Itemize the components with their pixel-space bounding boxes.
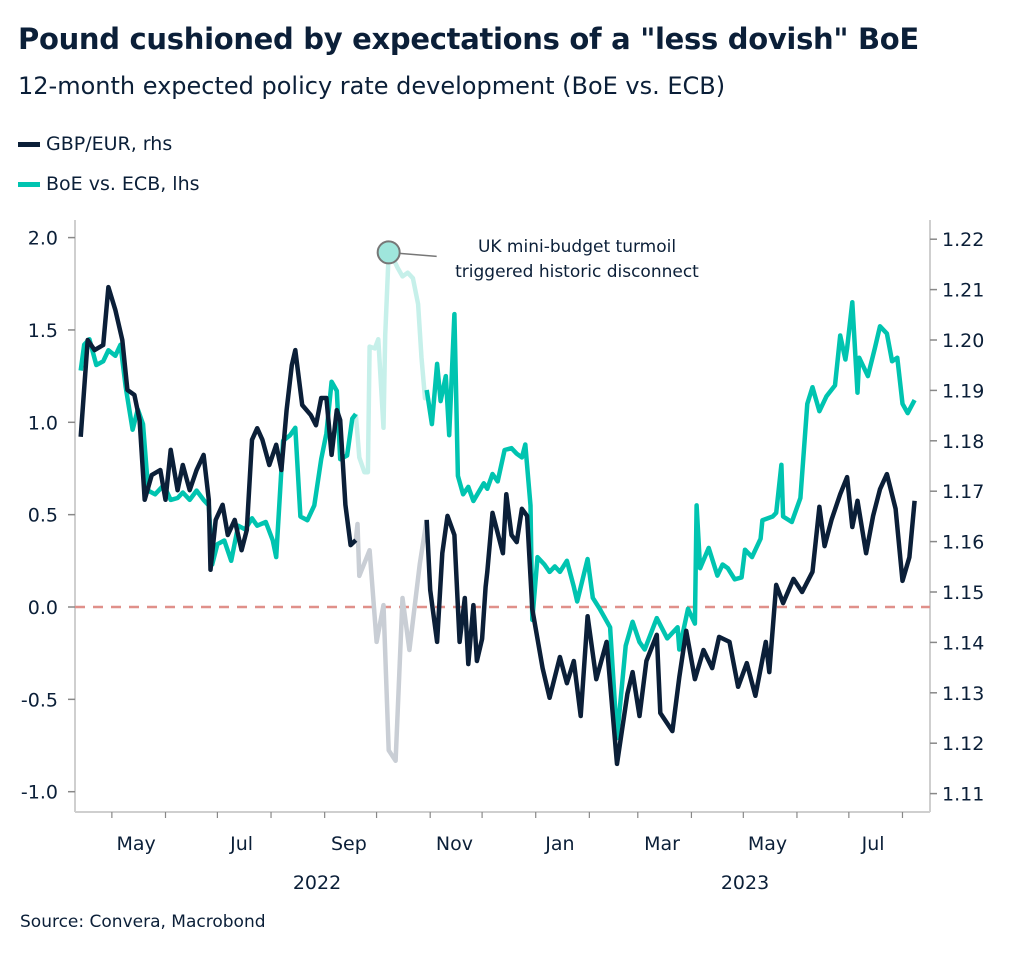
right-tick-label: 1.18 [942, 431, 984, 453]
left-tick-label: 0.5 [28, 505, 58, 527]
right-tick-label: 1.21 [942, 280, 984, 302]
series-line-gbp-eur-after [424, 471, 917, 767]
chart-title: Pound cushioned by expectations of a "le… [18, 22, 919, 56]
x-tick-label: May [748, 833, 787, 855]
annotation-text-line1: UK mini-budget turmoil [478, 237, 676, 257]
x-tick-label: May [116, 833, 155, 855]
series-line-gbp-eur-faded [353, 519, 429, 764]
right-tick-label: 1.19 [942, 380, 984, 402]
left-tick-label: 1.5 [28, 320, 58, 342]
year-label: 2023 [721, 872, 769, 894]
right-tick-label: 1.15 [942, 582, 984, 604]
x-tick-label: Jan [544, 833, 574, 855]
series-line-boe-ecb-after [424, 299, 917, 741]
year-label: 2022 [293, 872, 341, 894]
x-tick-label: Jul [229, 833, 253, 855]
left-tick-label: 1.0 [28, 412, 58, 434]
x-tick-label: Nov [436, 833, 473, 855]
chart-subtitle: 12-month expected policy rate developmen… [18, 72, 726, 100]
left-tick-label: -1.0 [21, 782, 58, 804]
source-note: Source: Convera, Macrobond [20, 912, 266, 932]
legend-label-gbp-eur: GBP/EUR, rhs [46, 133, 173, 155]
right-tick-label: 1.17 [942, 481, 984, 503]
right-tick-label: 1.16 [942, 532, 984, 554]
x-tick-label: Mar [644, 833, 680, 855]
annotation-marker [376, 240, 401, 265]
legend-item-gbp-eur: GBP/EUR, rhs [18, 133, 172, 155]
left-tick-label: 2.0 [28, 228, 58, 250]
legend-swatch-boe-ecb [18, 181, 40, 187]
series-line-boe-ecb-before [78, 336, 358, 567]
left-tick-label: -0.5 [21, 689, 58, 711]
right-tick-label: 1.13 [942, 683, 984, 705]
right-tick-label: 1.22 [942, 229, 984, 251]
x-tick-label: Jul [861, 833, 885, 855]
legend-swatch-gbp-eur [18, 141, 40, 147]
annotation-text-line2: triggered historic disconnect [455, 262, 699, 282]
annotation-leader-line [399, 252, 437, 258]
right-tick-label: 1.14 [942, 632, 984, 654]
legend-label-boe-ecb: BoE vs. ECB, lhs [46, 173, 200, 195]
series-line-boe-ecb-faded [353, 250, 429, 475]
right-tick-label: 1.20 [942, 330, 984, 352]
right-tick-label: 1.11 [942, 784, 984, 806]
right-tick-label: 1.12 [942, 733, 984, 755]
x-tick-label: Sep [331, 833, 367, 855]
left-tick-label: 0.0 [28, 597, 58, 619]
legend-item-boe-ecb: BoE vs. ECB, lhs [18, 173, 200, 195]
series-line-gbp-eur-before [78, 284, 358, 573]
